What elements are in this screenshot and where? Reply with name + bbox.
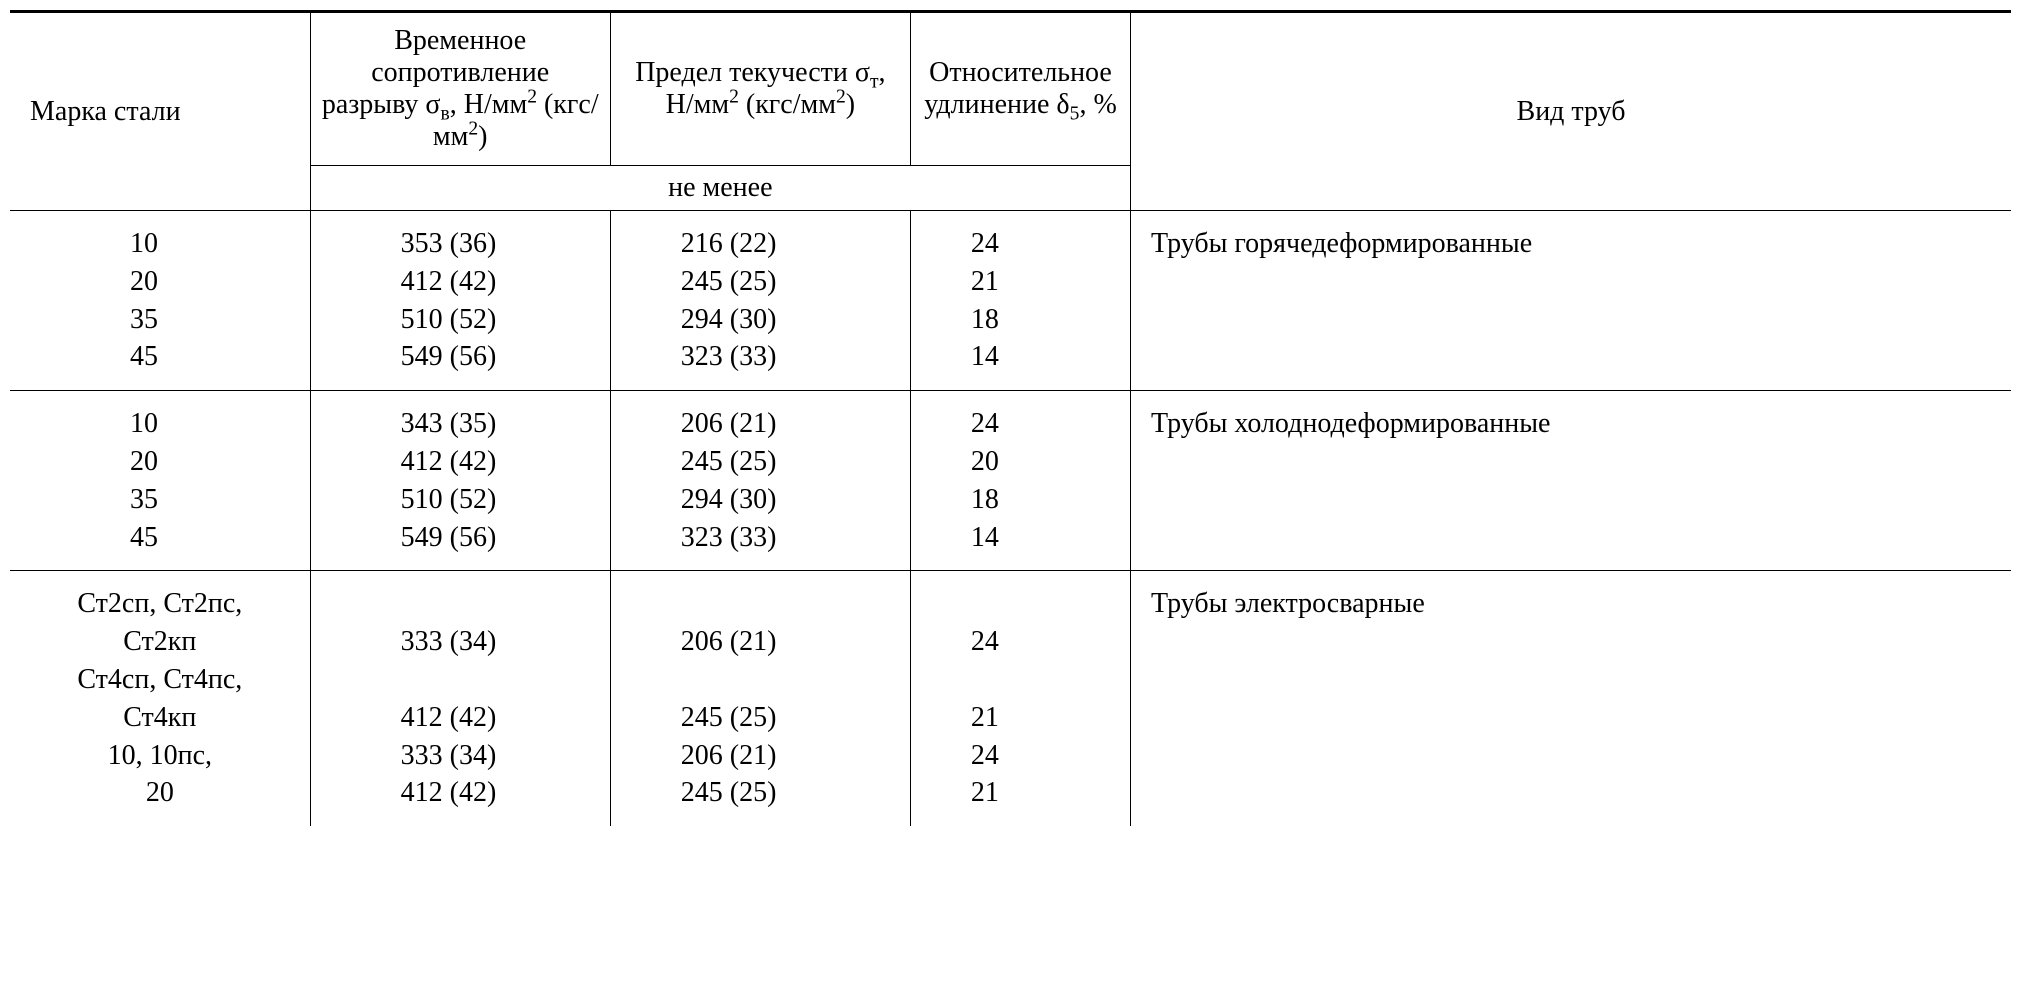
pipe-type-cell: Трубы электросварные [1131,571,2011,826]
table-cell: 353 (36)412 (42)510 (52)549 (56) [310,211,610,391]
table-cell: 24211814 [910,211,1130,391]
table-cell: 24201814 [910,391,1130,571]
table-cell: 10203545 [10,391,310,571]
col-header-elongation: Относительное удлинение δ5, % [910,12,1130,166]
col-header-yield: Предел текучести σт, Н/мм2 (кгс/мм2) [610,12,910,166]
table-cell: Ст2сп, Ст2пс,Ст2кпСт4сп, Ст4пс,Ст4кп10, … [10,571,310,826]
steel-properties-table: Марка стали Временное сопротивление разр… [10,10,2011,826]
sub-header-not-less: не менее [310,166,1130,211]
table-cell: 24 212421 [910,571,1130,826]
pipe-type-cell: Трубы холоднодеформированные [1131,391,2011,571]
col-header-tensile: Временное сопротивление разрыву σв, Н/мм… [310,12,610,166]
table-cell: 206 (21)245 (25)294 (30)323 (33) [610,391,910,571]
table-cell: 343 (35)412 (42)510 (52)549 (56) [310,391,610,571]
col-header-grade: Марка стали [10,12,310,211]
table-cell: 216 (22)245 (25)294 (30)323 (33) [610,211,910,391]
table-cell: 10203545 [10,211,310,391]
pipe-type-cell: Трубы горячедеформированные [1131,211,2011,391]
col-header-pipe-type: Вид труб [1131,12,2011,211]
table-cell: 333 (34) 412 (42)333 (34)412 (42) [310,571,610,826]
table-cell: 206 (21) 245 (25)206 (21)245 (25) [610,571,910,826]
